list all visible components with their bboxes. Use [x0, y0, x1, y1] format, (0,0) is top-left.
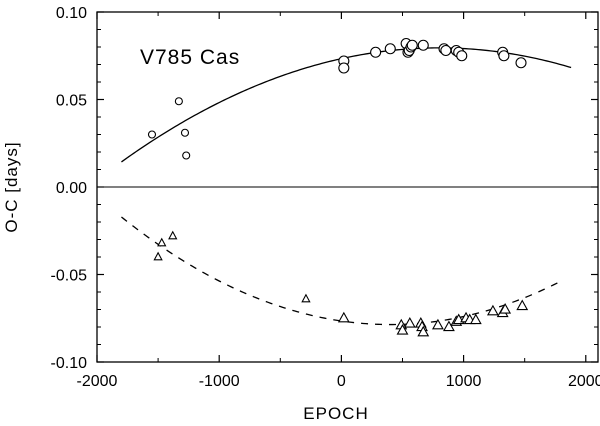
secondary-minimum-point [486, 304, 499, 316]
x-axis-title: EPOCH [303, 404, 368, 423]
primary-minimum-point [180, 128, 190, 137]
primary-minimum-point [498, 50, 510, 62]
primary-minimum-point [456, 50, 468, 62]
primary-minimum-point [147, 130, 157, 139]
x-tick-label: 1000 [446, 373, 482, 390]
y-tick-label: 0.05 [56, 93, 87, 110]
secondary-minimum-point [442, 320, 455, 332]
x-tick-label: -1000 [199, 373, 240, 390]
x-tick-label: 2000 [568, 373, 600, 390]
x-tick-label: 0 [337, 373, 346, 390]
primary-minimum-point [384, 43, 396, 55]
secondary-minimum-point [417, 325, 430, 337]
primary-minimum-point [406, 39, 418, 51]
secondary-minimum-point [337, 311, 350, 323]
primary-minimum-point [440, 44, 452, 57]
y-axis-title: O-C [days] [2, 141, 21, 232]
secondary-minimum-point [301, 293, 311, 303]
secondary-minimum-point [157, 237, 167, 247]
axis-ticks: -2000 -1000 0 1000 2000 -0.10 -0.05 0.00 0.05 0.1… [51, 5, 600, 390]
fit-curves [121, 47, 572, 326]
data-points [147, 37, 529, 337]
primary-minimum-point [182, 151, 191, 160]
secondary-minimum-point [516, 299, 529, 311]
y-tick-label: -0.10 [51, 355, 88, 372]
secondary-minimum-point [153, 251, 163, 261]
secondary-minimum-point [403, 316, 416, 328]
secondary-minimum-point [431, 318, 444, 330]
star-name-annotation: V785 Cas [140, 46, 240, 69]
primary-minimum-point [417, 39, 429, 51]
secondary-minimum-point [469, 313, 482, 325]
primary-minimum-point [174, 97, 183, 106]
primary-minimum-point [515, 57, 527, 69]
y-tick-label: -0.05 [51, 268, 88, 285]
y-tick-label: 0.10 [56, 5, 87, 22]
x-tick-label: -2000 [77, 373, 118, 390]
secondary-minimum-point [499, 302, 512, 314]
axis-labels: EPOCH O-C [days] V785 Cas [2, 46, 368, 423]
secondary-minimum-point [396, 323, 409, 335]
primary-minimum-point [370, 46, 382, 58]
y-tick-label: 0.00 [56, 180, 87, 197]
primary-minimum-point [338, 62, 350, 74]
secondary-minimum-point [168, 230, 178, 240]
